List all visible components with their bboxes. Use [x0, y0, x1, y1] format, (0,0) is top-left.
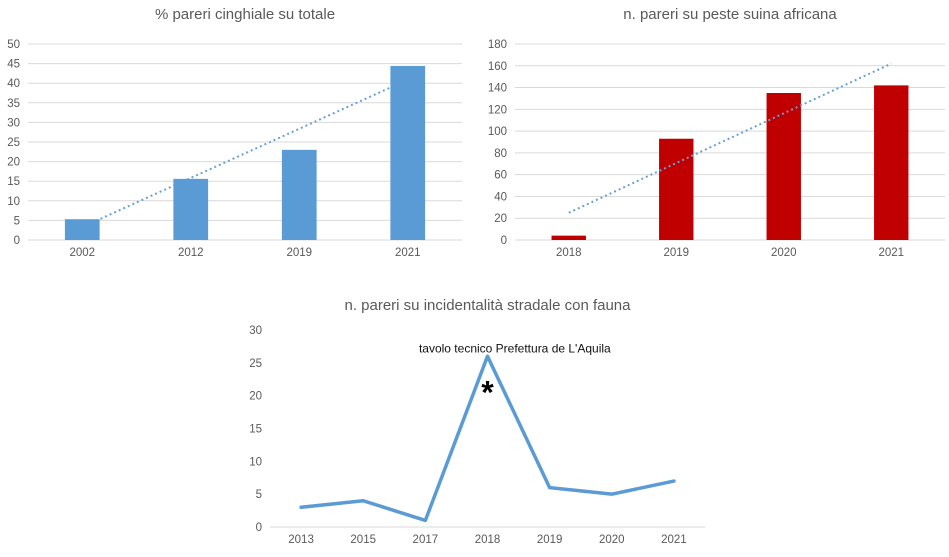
y-tick-label: 100 — [488, 126, 507, 138]
y-tick-label: 20 — [494, 213, 507, 225]
x-tick-label: 2013 — [288, 534, 314, 546]
y-tick-label: 40 — [7, 78, 20, 90]
y-tick-label: 5 — [256, 489, 262, 501]
bar-2018 — [551, 235, 586, 240]
x-tick-label: 2012 — [178, 247, 204, 259]
x-tick-label: 2021 — [878, 247, 904, 259]
x-tick-label: 2015 — [350, 534, 376, 546]
y-tick-label: 0 — [501, 235, 507, 247]
y-tick-label: 0 — [256, 522, 262, 534]
chart-peste-suina: n. pareri su peste suina africana 0 20 40 6… — [475, 0, 949, 270]
y-tick-label: 80 — [494, 148, 507, 160]
chart-title-peste-suina: n. pareri su peste suina africana — [623, 6, 837, 23]
y-tick-label: 0 — [14, 235, 20, 247]
bar-2019 — [281, 149, 317, 240]
trendline — [81, 78, 409, 228]
chart-incidentalita-stradale: n. pareri su incidentalità stradale con … — [240, 285, 720, 557]
y-tick-label: 5 — [14, 215, 20, 227]
x-tick-label: 2018 — [556, 247, 582, 259]
y-tick-label: 30 — [249, 325, 262, 337]
bar-2021 — [390, 65, 426, 241]
x-tick-label: 2019 — [286, 247, 312, 259]
bar-2021 — [874, 85, 909, 240]
bar-2012 — [173, 178, 209, 240]
chart-plot-incidentalita-stradale: 0 5 10 15 20 25 30 2013 2015 2017 2018 2019 2020 2021… — [249, 325, 705, 546]
x-tick-label: 2021 — [395, 247, 421, 259]
x-tick-label: 2002 — [69, 247, 95, 259]
y-tick-label: 20 — [249, 391, 262, 403]
y-tick-label: 40 — [494, 191, 507, 203]
y-tick-label: 35 — [7, 98, 20, 110]
y-tick-label: 120 — [488, 104, 507, 116]
annotation-text: tavolo tecnico Prefettura de L'Aquila — [419, 341, 611, 355]
y-tick-label: 10 — [249, 456, 262, 468]
chart-plot-peste-suina: 0 20 40 60 80 100 120 140 160 180 2018 2019 2020 2021 — [488, 39, 945, 259]
chart-title-incidentalita-stradale: n. pareri su incidentalità stradale con … — [344, 297, 631, 314]
y-tick-label: 15 — [249, 424, 262, 436]
chart-pareri-cinghiale: % pareri cinghiale su totale 0 5 10 15 20 25 3… — [0, 0, 470, 270]
y-tick-label: 180 — [488, 39, 507, 51]
y-tick-label: 25 — [7, 137, 20, 149]
y-tick-label: 10 — [7, 196, 20, 208]
x-tick-label: 2017 — [413, 534, 439, 546]
x-tick-label: 2020 — [771, 247, 797, 259]
y-tick-label: 15 — [7, 176, 20, 188]
bar-2019 — [659, 138, 694, 240]
bar-2020 — [766, 93, 801, 240]
x-tick-label: 2020 — [599, 534, 625, 546]
y-tick-label: 30 — [7, 117, 20, 129]
bar-2002 — [64, 219, 100, 240]
y-tick-label: 20 — [7, 157, 20, 169]
chart-title-pareri-cinghiale: % pareri cinghiale su totale — [154, 6, 336, 23]
y-tick-label: 60 — [494, 170, 507, 182]
x-tick-label: 2019 — [537, 534, 563, 546]
x-tick-label: 2021 — [661, 534, 687, 546]
annotation-asterisk-marker: * — [481, 375, 494, 411]
y-tick-label: 45 — [7, 59, 20, 71]
x-tick-label: 2018 — [475, 534, 501, 546]
x-tick-label: 2019 — [663, 247, 689, 259]
data-line — [299, 354, 676, 523]
chart-plot-pareri-cinghiale: 0 5 10 15 20 25 30 35 40 45 50 2002 2012 2019 2021 — [7, 39, 462, 259]
y-tick-label: 140 — [488, 83, 507, 95]
y-tick-label: 25 — [249, 358, 262, 370]
y-tick-label: 160 — [488, 61, 507, 73]
trendline — [568, 62, 892, 214]
y-tick-label: 50 — [7, 39, 20, 51]
